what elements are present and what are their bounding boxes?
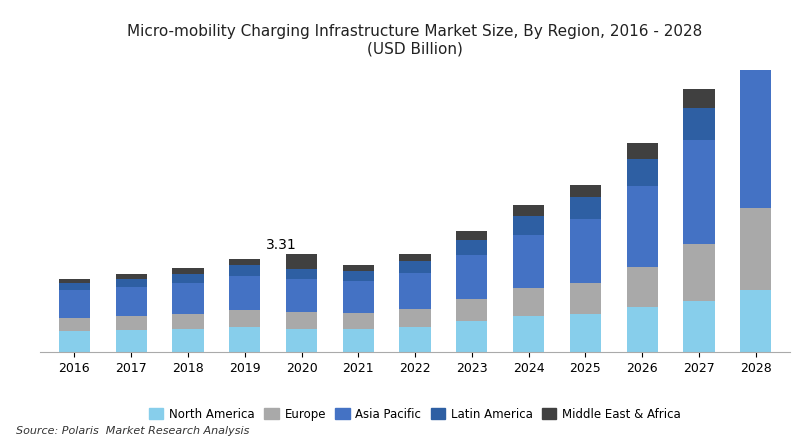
Bar — [229, 265, 260, 275]
Bar — [286, 312, 317, 329]
Bar — [626, 187, 658, 267]
Bar — [683, 244, 715, 301]
Bar — [172, 283, 204, 314]
Bar — [740, 208, 771, 290]
Bar — [683, 301, 715, 352]
Bar — [172, 314, 204, 329]
Bar — [626, 267, 658, 308]
Bar — [456, 231, 488, 240]
Bar — [172, 274, 204, 283]
Bar — [683, 139, 715, 244]
Bar — [740, 0, 771, 38]
Bar — [456, 255, 488, 299]
Bar — [59, 290, 90, 318]
Bar — [626, 143, 658, 159]
Bar — [343, 313, 374, 329]
Bar — [400, 326, 430, 352]
Bar — [400, 254, 430, 261]
Bar — [229, 326, 260, 352]
Bar — [286, 254, 317, 269]
Bar — [172, 268, 204, 274]
Bar — [570, 283, 601, 314]
Bar — [570, 198, 601, 220]
Bar — [740, 38, 771, 208]
Bar — [626, 308, 658, 352]
Bar — [115, 279, 147, 287]
Bar — [570, 185, 601, 198]
Bar — [740, 290, 771, 352]
Bar — [570, 314, 601, 352]
Bar — [59, 331, 90, 352]
Bar — [286, 329, 317, 352]
Bar — [683, 108, 715, 139]
Bar — [229, 275, 260, 309]
Bar — [626, 159, 658, 187]
Bar — [115, 287, 147, 316]
Bar — [286, 269, 317, 279]
Bar — [400, 272, 430, 309]
Bar — [513, 216, 544, 235]
Bar — [59, 279, 90, 283]
Bar — [59, 283, 90, 290]
Bar — [456, 299, 488, 321]
Bar — [229, 259, 260, 265]
Bar — [456, 321, 488, 352]
Bar — [683, 89, 715, 108]
Bar — [400, 309, 430, 326]
Legend: North America, Europe, Asia Pacific, Latin America, Middle East & Africa: North America, Europe, Asia Pacific, Lat… — [144, 403, 686, 425]
Title: Micro-mobility Charging Infrastructure Market Size, By Region, 2016 - 2028
(USD : Micro-mobility Charging Infrastructure M… — [127, 24, 703, 57]
Bar — [456, 240, 488, 255]
Bar — [343, 265, 374, 271]
Text: 3.31: 3.31 — [266, 238, 297, 252]
Bar — [343, 281, 374, 313]
Bar — [172, 329, 204, 352]
Bar — [59, 318, 90, 331]
Bar — [286, 279, 317, 312]
Bar — [513, 316, 544, 352]
Text: Source: Polaris  Market Research Analysis: Source: Polaris Market Research Analysis — [16, 425, 250, 436]
Bar — [343, 271, 374, 281]
Bar — [513, 235, 544, 288]
Bar — [115, 330, 147, 352]
Bar — [400, 261, 430, 272]
Bar — [229, 309, 260, 326]
Bar — [513, 205, 544, 216]
Bar — [570, 220, 601, 283]
Bar — [513, 288, 544, 316]
Bar — [115, 316, 147, 330]
Bar — [343, 329, 374, 352]
Bar — [115, 274, 147, 279]
